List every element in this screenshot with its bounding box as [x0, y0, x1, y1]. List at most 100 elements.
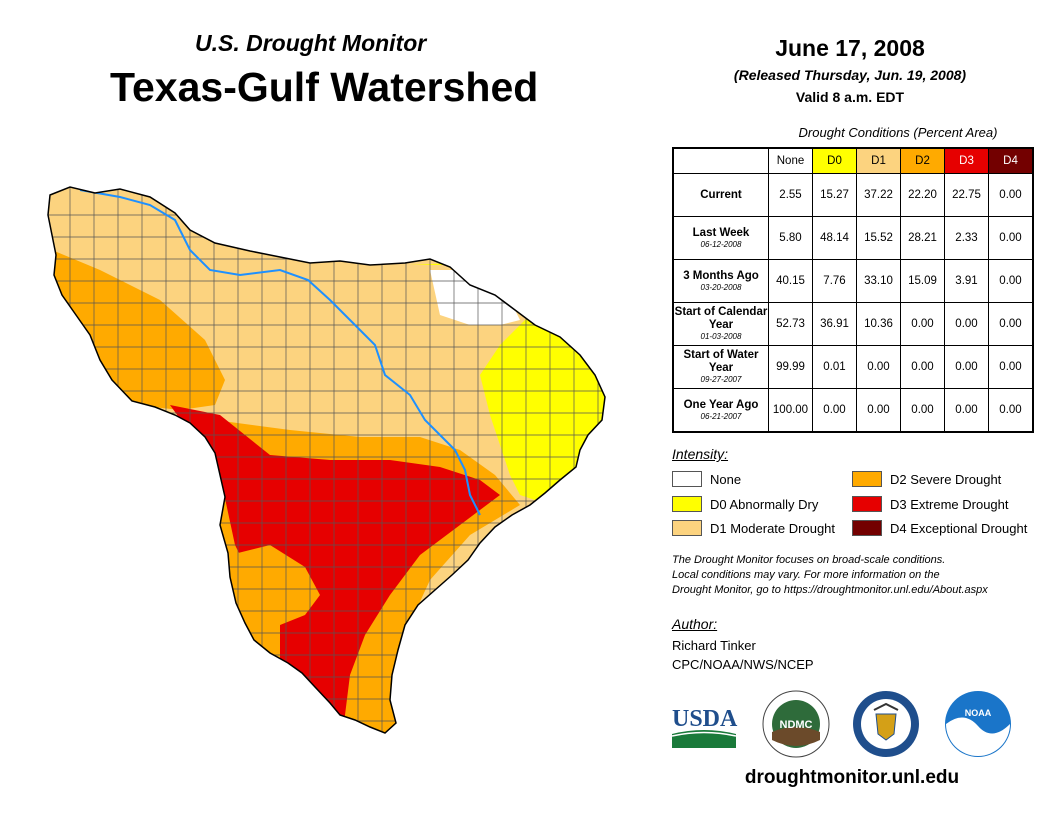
- table-cell: 33.10: [856, 259, 901, 303]
- table-cell: 2.55: [768, 173, 813, 217]
- row-label-text: 3 Months Ago: [683, 269, 759, 282]
- note-line: Drought Monitor, go to https://droughtmo…: [672, 584, 988, 596]
- valid-time: Valid 8 a.m. EDT: [795, 89, 905, 105]
- row-label-text: Start of Calendar Year: [674, 306, 768, 331]
- table-row: Current 2.55 15.27 37.22 22.20 22.75 0.00: [672, 173, 1034, 217]
- legend-item-d0: D0 Abnormally Dry: [672, 496, 818, 512]
- row-label: Start of Calendar Year 01-03-2008: [672, 302, 769, 346]
- table-cell: 22.75: [944, 173, 989, 217]
- table-cell: 22.20: [900, 173, 945, 217]
- legend-swatch: [672, 496, 702, 512]
- col-header: D1: [856, 147, 901, 174]
- table-header-row: None D0 D1 D2 D3 D4: [673, 147, 1034, 174]
- table-cell: 0.00: [988, 345, 1034, 389]
- map-title: Texas-Gulf Watershed: [110, 64, 539, 110]
- author-heading: Author:: [672, 616, 718, 632]
- commerce-seal-logo: [853, 691, 919, 757]
- row-label-text: Start of Water Year: [683, 349, 759, 374]
- table-cell: 0.00: [900, 388, 945, 433]
- row-label: Last Week 06-12-2008: [672, 216, 769, 260]
- row-label: One Year Ago 06-21-2007: [672, 388, 769, 433]
- table-cell: 52.73: [768, 302, 813, 346]
- legend-swatch: [852, 520, 882, 536]
- brazos-river: [79, 189, 481, 516]
- table-cell: 0.00: [988, 302, 1034, 346]
- table-cell: 0.00: [856, 388, 901, 433]
- drought-conditions-table: None D0 D1 D2 D3 D4 Current 2.55 15.27 37.2…: [672, 147, 1034, 433]
- legend-label: None: [710, 471, 742, 487]
- table-cell: 5.80: [768, 216, 813, 260]
- table-cell: 3.91: [944, 259, 989, 303]
- legend-swatch: [852, 496, 882, 512]
- table-cell: 37.22: [856, 173, 901, 217]
- col-header: D0: [812, 147, 857, 174]
- table-cell: 7.76: [812, 259, 857, 303]
- row-label: Start of Water Year 09-27-2007: [672, 345, 769, 389]
- table-cell: 0.00: [944, 388, 989, 433]
- legend-label: D3 Extreme Drought: [890, 496, 1009, 512]
- table-cell: 0.00: [944, 302, 989, 346]
- table-row: Start of Calendar Year 01-03-2008 52.73 36.…: [672, 302, 1034, 346]
- col-header: D4: [988, 147, 1034, 174]
- col-header: None: [768, 147, 813, 174]
- col-header: D2: [900, 147, 945, 174]
- table-cell: 48.14: [812, 216, 857, 260]
- usda-logo: USDA: [671, 706, 738, 748]
- legend-item-d3: D3 Extreme Drought: [852, 496, 1009, 512]
- table-cell: 100.00: [768, 388, 813, 433]
- table-cell: 99.99: [768, 345, 813, 389]
- table-cell: 10.36: [856, 302, 901, 346]
- legend-label: D2 Severe Drought: [890, 471, 1002, 487]
- legend-label: D1 Moderate Drought: [710, 520, 836, 536]
- d3-region: [170, 405, 500, 733]
- note-line: Local conditions may vary. For more info…: [672, 569, 940, 581]
- table-cell: 36.91: [812, 302, 857, 346]
- table-cell: 0.00: [988, 216, 1034, 260]
- usda-logo-text: USDA: [672, 706, 738, 732]
- website-link[interactable]: droughtmonitor.unl.edu: [744, 767, 960, 788]
- row-label-date: 09-27-2007: [700, 375, 742, 384]
- legend-swatch: [852, 471, 882, 487]
- drought-map: [47, 186, 606, 734]
- table-row: 3 Months Ago 03-20-2008 40.15 7.76 33.10 15.0…: [672, 259, 1034, 303]
- table-cell: 0.00: [944, 345, 989, 389]
- table-row: Last Week 06-12-2008 5.80 48.14 15.52 28.21 2.…: [672, 216, 1034, 260]
- table-cell: 0.00: [856, 345, 901, 389]
- row-label-text: Current: [700, 188, 742, 201]
- legend-title: Intensity:: [672, 446, 729, 462]
- ndmc-logo: NDMC: [762, 690, 830, 758]
- noaa-logo-text: NOAA: [965, 708, 992, 718]
- map-subtitle: U.S. Drought Monitor: [195, 30, 427, 56]
- table-cell: 40.15: [768, 259, 813, 303]
- table-cell: 0.00: [900, 345, 945, 389]
- legend-label: D0 Abnormally Dry: [710, 496, 819, 512]
- d2-pocket-region: [230, 545, 320, 625]
- table-cell: 2.33: [944, 216, 989, 260]
- disclaimer-note: The Drought Monitor focuses on broad-sca…: [672, 553, 1042, 598]
- table-caption: Drought Conditions (Percent Area): [798, 125, 998, 140]
- legend-item-d2: D2 Severe Drought: [852, 471, 1001, 487]
- legend-item-d1: D1 Moderate Drought: [672, 520, 835, 536]
- table-cell: 15.27: [812, 173, 857, 217]
- table-cell: 0.00: [988, 388, 1034, 433]
- table-cell: 28.21: [900, 216, 945, 260]
- row-label: 3 Months Ago 03-20-2008: [672, 259, 769, 303]
- ndmc-logo-text: NDMC: [780, 719, 813, 731]
- legend-swatch: [672, 471, 702, 487]
- table-cell: 0.01: [812, 345, 857, 389]
- table-cell: 15.09: [900, 259, 945, 303]
- map-date: June 17, 2008: [775, 35, 925, 61]
- legend-label: D4 Exceptional Drought: [890, 520, 1028, 536]
- legend-swatch: [672, 520, 702, 536]
- table-cell: 15.52: [856, 216, 901, 260]
- table-cell: 0.00: [812, 388, 857, 433]
- legend-item-none: None: [672, 471, 741, 487]
- row-label-text: One Year Ago: [683, 398, 759, 411]
- table-cell: 0.00: [988, 259, 1034, 303]
- row-label-date: 06-12-2008: [700, 239, 742, 249]
- noaa-logo: NOAA: [945, 691, 1011, 757]
- row-label-date: 03-20-2008: [700, 282, 742, 292]
- author-org: CPC/NOAA/NWS/NCEP: [672, 657, 814, 672]
- col-header: D3: [944, 147, 989, 174]
- row-label: Current: [672, 173, 769, 217]
